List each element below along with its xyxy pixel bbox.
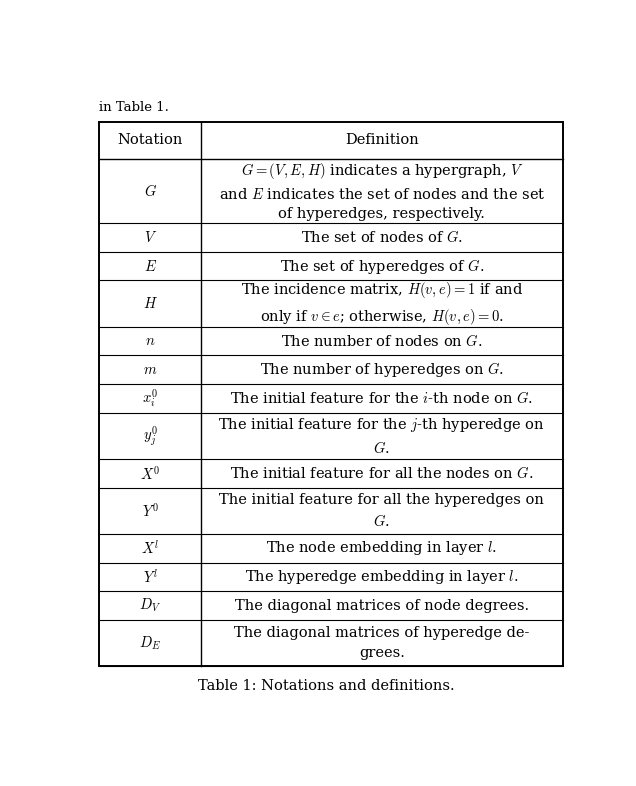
Text: $Y^l$: $Y^l$: [142, 568, 158, 586]
Text: The number of hyperedges on $G$.: The number of hyperedges on $G$.: [259, 360, 504, 379]
Text: $D_E$: $D_E$: [139, 634, 161, 652]
Text: The initial feature for all the nodes on $G$.: The initial feature for all the nodes on…: [230, 465, 534, 481]
Text: The initial feature for the $j$-th hyperedge on
$G$.: The initial feature for the $j$-th hyper…: [218, 416, 545, 456]
Text: $X^l$: $X^l$: [141, 539, 160, 557]
Text: $n$: $n$: [145, 334, 155, 348]
Text: $V$: $V$: [144, 230, 157, 244]
Text: The node embedding in layer $l$.: The node embedding in layer $l$.: [266, 539, 497, 557]
Text: $y_j^0$: $y_j^0$: [142, 424, 158, 448]
Text: in Table 1.: in Table 1.: [99, 101, 169, 114]
Text: $D_V$: $D_V$: [139, 597, 161, 615]
Text: The initial feature for all the hyperedges on
$G$.: The initial feature for all the hyperedg…: [219, 493, 544, 529]
Text: The set of nodes of $G$.: The set of nodes of $G$.: [301, 230, 463, 245]
Text: The number of nodes on $G$.: The number of nodes on $G$.: [281, 333, 483, 349]
Text: $G=(V,E,H)$ indicates a hypergraph, $V$
and $E$ indicates the set of nodes and t: $G=(V,E,H)$ indicates a hypergraph, $V$ …: [219, 161, 545, 222]
Text: $X^0$: $X^0$: [140, 465, 160, 483]
Text: The initial feature for the $i$-th node on $G$.: The initial feature for the $i$-th node …: [230, 391, 534, 406]
Text: Definition: Definition: [345, 134, 418, 148]
Text: Notation: Notation: [118, 134, 183, 148]
Text: $H$: $H$: [142, 296, 158, 311]
Text: $x_i^0$: $x_i^0$: [142, 387, 158, 410]
Text: The diagonal matrices of hyperedge de-
grees.: The diagonal matrices of hyperedge de- g…: [234, 626, 530, 660]
Text: $m$: $m$: [143, 362, 157, 376]
Bar: [99, 122, 562, 667]
Text: The diagonal matrices of node degrees.: The diagonal matrices of node degrees.: [235, 599, 529, 613]
Text: The hyperedge embedding in layer $l$.: The hyperedge embedding in layer $l$.: [245, 568, 518, 586]
Text: $G$: $G$: [144, 183, 156, 199]
Text: The set of hyperedges of $G$.: The set of hyperedges of $G$.: [280, 256, 484, 276]
Text: The incidence matrix, $H(v,e)=1$ if and
only if $v\in e$; otherwise, $H(v,e)=0$.: The incidence matrix, $H(v,e)=1$ if and …: [241, 280, 523, 327]
Text: $Y^0$: $Y^0$: [142, 501, 158, 520]
Text: Table 1: Notations and definitions.: Table 1: Notations and definitions.: [198, 679, 454, 693]
Text: $E$: $E$: [144, 259, 156, 274]
